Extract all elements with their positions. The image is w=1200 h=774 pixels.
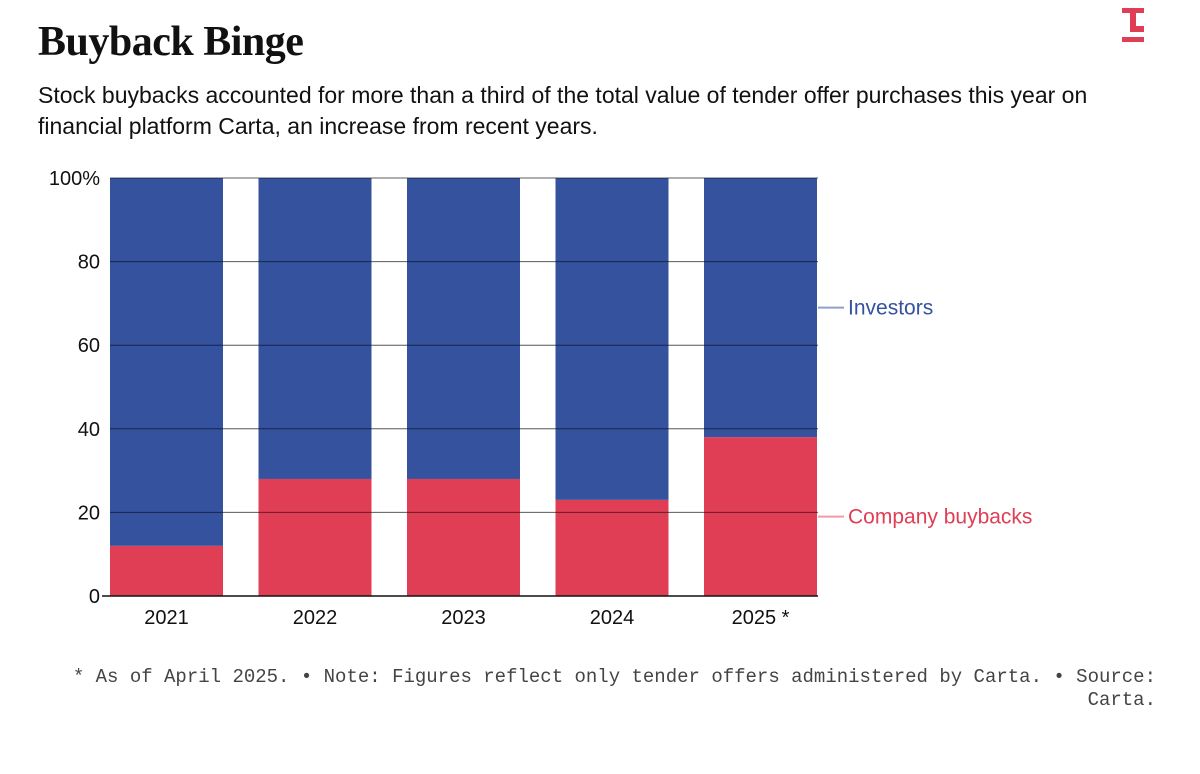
x-tick-label: 2022 [293,607,338,629]
y-tick-label: 20 [78,502,100,524]
y-tick-label: 80 [78,252,100,274]
bar-company-buybacks-2023 [407,478,520,596]
bars [110,178,817,596]
bar-company-buybacks-2024 [555,499,669,596]
legend: Investors Company buybacks [818,297,1032,529]
y-tick-label: 0 [89,586,100,608]
stacked-bar-chart: 0 20 40 60 80 100% 2021 2022 2023 2024 2025 * Inv… [49,168,1033,629]
chart-subtitle: Stock buybacks accounted for more than a… [38,82,1088,139]
bar-investors-2024 [555,178,669,500]
bar-investors-2025 [704,178,817,438]
x-axis-labels: 2021 2022 2023 2024 2025 * [144,607,789,629]
x-tick-label: 2021 [144,607,189,629]
bar-investors-2022 [258,178,372,479]
bar-investors-2021 [110,178,223,546]
x-tick-label: 2024 [590,607,635,629]
bar-company-buybacks-2025 [704,437,817,596]
footnote: * As of April 2025. • Note: Figures refl… [72,666,1156,711]
chart-title: Buyback Binge [38,19,304,65]
bar-investors-2023 [407,178,520,479]
x-tick-label: 2023 [441,607,486,629]
bar-company-buybacks-2021 [110,545,223,596]
y-tick-label: 100% [49,168,100,190]
bar-company-buybacks-2022 [258,478,372,596]
legend-label-buybacks: Company buybacks [848,506,1032,529]
y-tick-label: 40 [78,419,100,441]
grid-overlay [110,177,818,513]
y-axis: 0 20 40 60 80 100% [49,168,818,608]
x-tick-label: 2025 * [732,607,790,629]
y-tick-label: 60 [78,335,100,357]
brand-t-logo-icon [1122,8,1144,42]
legend-label-investors: Investors [848,297,933,320]
